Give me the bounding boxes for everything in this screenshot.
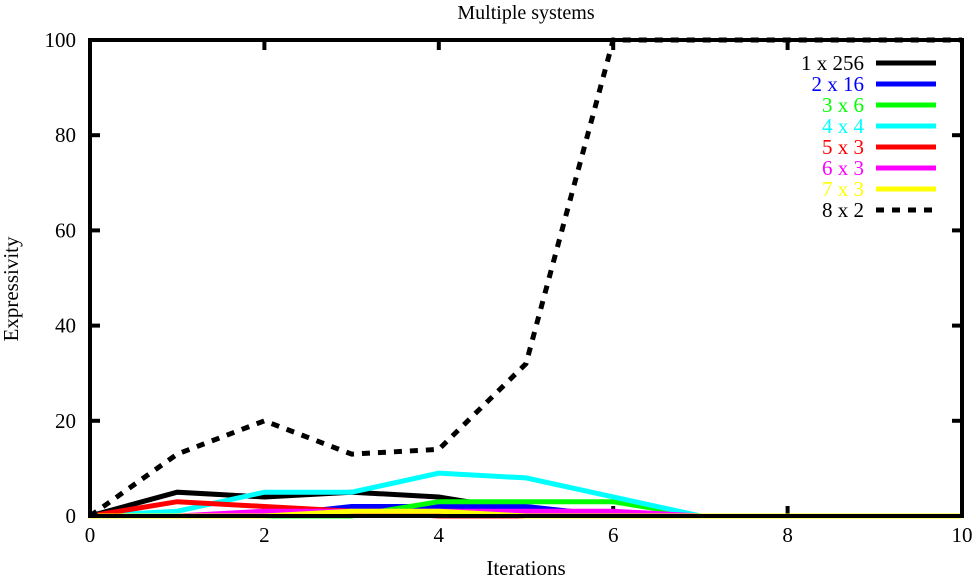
x-axis-label: Iterations <box>486 556 565 578</box>
y-tick-label: 80 <box>55 123 76 147</box>
x-tick-label: 10 <box>952 523 973 547</box>
legend-label: 5 x 3 <box>822 135 864 159</box>
y-tick-label: 20 <box>55 409 76 433</box>
y-tick-label: 60 <box>55 218 76 242</box>
legend-label: 2 x 16 <box>812 72 865 96</box>
y-tick-label: 40 <box>55 314 76 338</box>
legend-label: 8 x 2 <box>822 198 864 222</box>
x-tick-label: 4 <box>434 523 445 547</box>
chart-title: Multiple systems <box>457 2 594 24</box>
legend-label: 3 x 6 <box>822 93 864 117</box>
x-tick-label: 2 <box>259 523 270 547</box>
y-tick-label: 0 <box>66 504 77 528</box>
x-tick-label: 8 <box>782 523 793 547</box>
x-tick-label: 0 <box>85 523 96 547</box>
legend-label: 6 x 3 <box>822 156 864 180</box>
plot-frame <box>88 38 964 518</box>
y-tick-label: 100 <box>45 28 77 52</box>
legend-label: 7 x 3 <box>822 177 864 201</box>
legend-label: 4 x 4 <box>822 114 865 138</box>
x-tick-label: 6 <box>608 523 619 547</box>
y-axis-label: Expressivity <box>0 236 23 341</box>
legend-label: 1 x 256 <box>801 51 864 75</box>
